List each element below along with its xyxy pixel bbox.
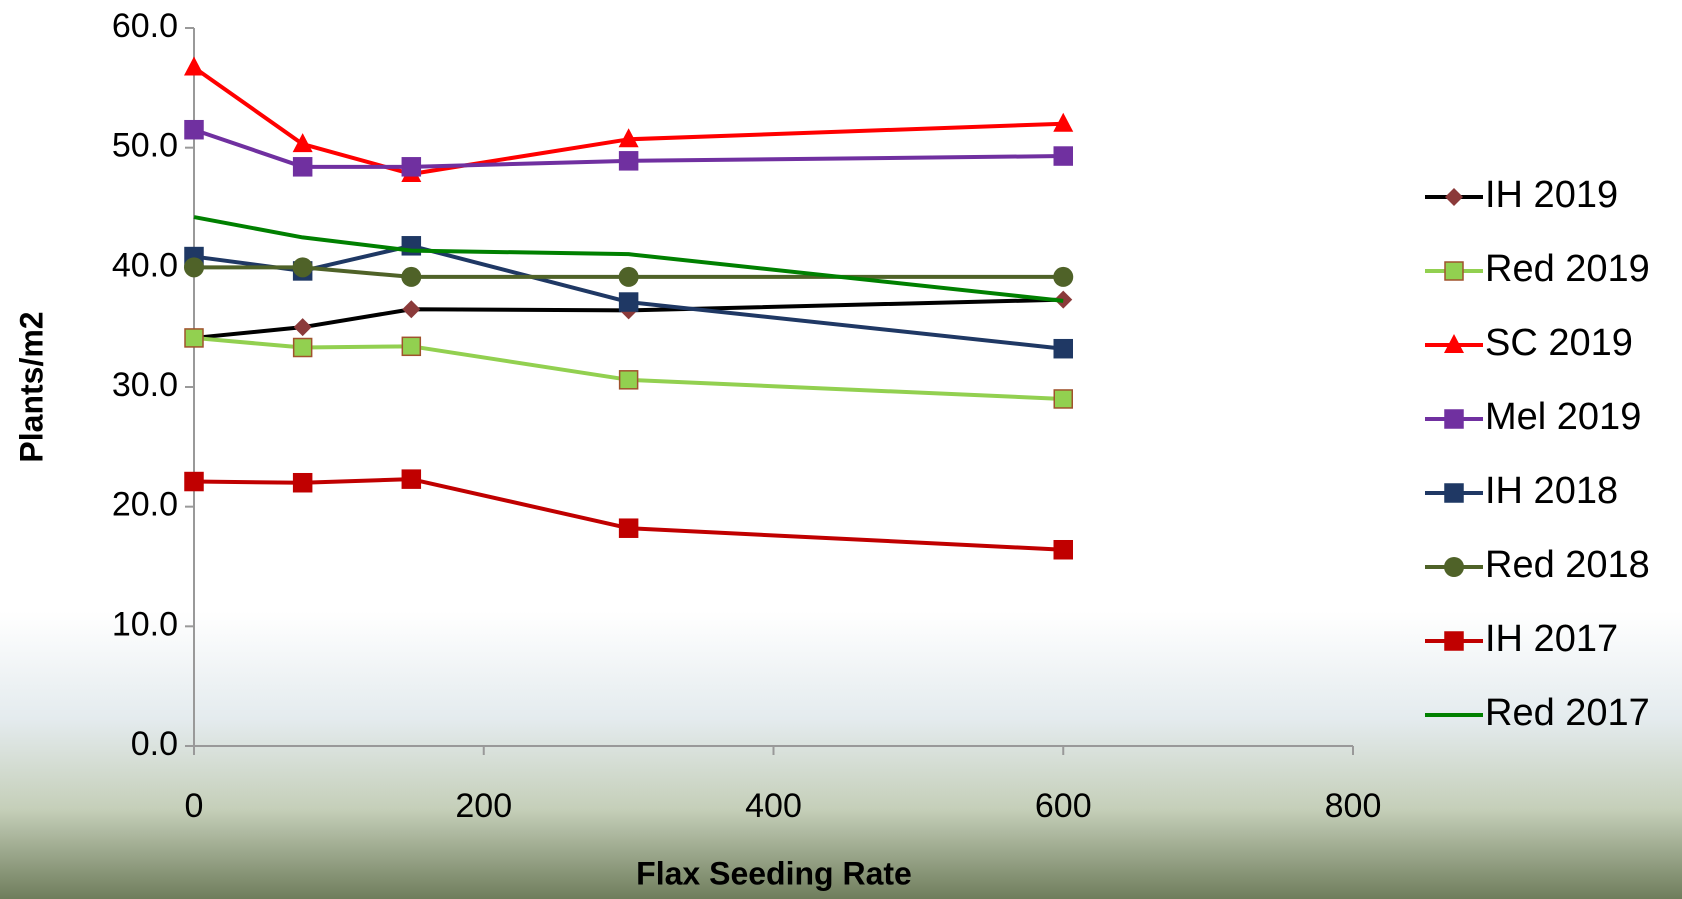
chart: Flax Seeding Rate Plants/m2 0.0 10.0 20.0 3… [0, 0, 1682, 899]
data-point [401, 267, 421, 287]
data-point [1054, 340, 1072, 358]
data-point [1054, 541, 1072, 559]
legend-label: IH 2018 [1485, 470, 1618, 512]
x-tick-label: 0 [185, 787, 204, 825]
data-point [620, 371, 638, 389]
x-tick-label: 600 [1035, 787, 1092, 825]
legend-label: Red 2017 [1485, 692, 1650, 734]
legend-label: Red 2018 [1485, 544, 1650, 586]
data-point [620, 152, 638, 170]
legend-label: SC 2019 [1485, 322, 1633, 364]
data-point [620, 519, 638, 537]
legend-marker [1445, 632, 1463, 650]
legend-label: IH 2017 [1485, 618, 1618, 660]
y-tick-label: 0.0 [131, 725, 178, 763]
y-tick-label: 60.0 [112, 7, 178, 45]
data-point [185, 329, 203, 347]
data-point [294, 158, 312, 176]
y-tick-label: 40.0 [112, 246, 178, 284]
data-point [184, 257, 204, 277]
legend-marker [1444, 557, 1464, 577]
legend-marker [1445, 262, 1463, 280]
data-point [185, 473, 203, 491]
x-tick-label: 400 [745, 787, 802, 825]
data-point [294, 474, 312, 492]
data-point [1054, 390, 1072, 408]
legend-marker [1445, 484, 1463, 502]
legend-marker [1445, 410, 1463, 428]
y-tick-label: 10.0 [112, 605, 178, 643]
x-tick-label: 200 [455, 787, 512, 825]
x-axis-title: Flax Seeding Rate [636, 855, 912, 891]
legend-label: Mel 2019 [1485, 396, 1641, 438]
x-tick-label: 800 [1325, 787, 1382, 825]
data-point [619, 267, 639, 287]
legend-label: IH 2019 [1485, 174, 1618, 216]
y-axis-title: Plants/m2 [13, 311, 49, 462]
data-point [402, 158, 420, 176]
background [0, 0, 1682, 899]
data-point [1053, 267, 1073, 287]
data-point [402, 337, 420, 355]
data-point [294, 339, 312, 357]
legend-label: Red 2019 [1485, 248, 1650, 290]
data-point [185, 121, 203, 139]
y-tick-label: 50.0 [112, 127, 178, 165]
data-point [402, 470, 420, 488]
y-tick-label: 20.0 [112, 486, 178, 524]
y-tick-label: 30.0 [112, 366, 178, 404]
data-point [620, 293, 638, 311]
data-point [293, 257, 313, 277]
data-point [1054, 147, 1072, 165]
